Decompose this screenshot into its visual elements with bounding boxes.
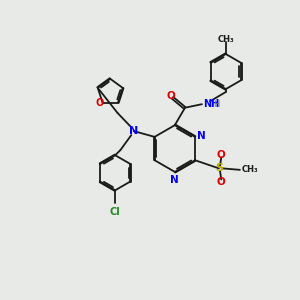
Text: NH: NH [203, 99, 219, 109]
Text: Cl: Cl [109, 208, 120, 218]
Text: N: N [170, 176, 179, 185]
Text: CH₃: CH₃ [218, 35, 234, 44]
Text: N: N [129, 126, 138, 136]
Text: N: N [197, 131, 206, 141]
Text: CH₃: CH₃ [242, 165, 258, 174]
Text: O: O [95, 98, 104, 108]
Text: O: O [217, 150, 226, 160]
Text: S: S [215, 164, 223, 173]
Text: O: O [217, 177, 226, 187]
Text: H: H [213, 100, 219, 109]
Text: O: O [166, 91, 175, 101]
